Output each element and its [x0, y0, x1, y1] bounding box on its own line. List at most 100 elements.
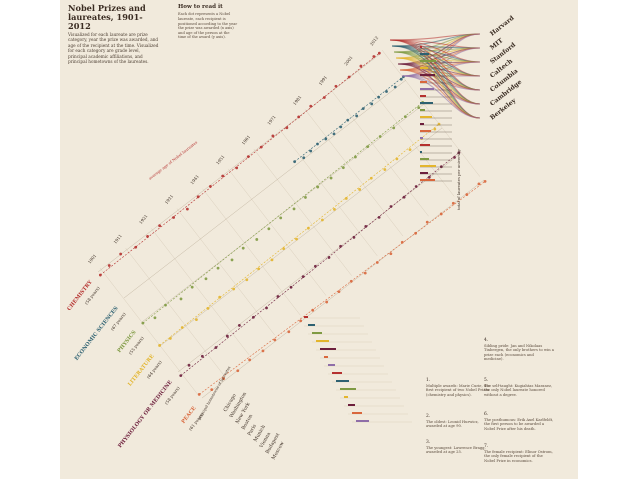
data-point: [216, 266, 220, 270]
grid-line: [253, 148, 352, 276]
note-5-num: 5.: [484, 378, 489, 383]
note-4: 4. Sibling pride: Jan and Nikolaas Tinbe…: [484, 338, 554, 362]
data-point: [333, 207, 336, 211]
data-point: [299, 319, 303, 323]
data-point: [389, 205, 393, 208]
year-tick-label: 2012: [369, 35, 380, 47]
data-point: [414, 185, 418, 188]
band-axis: [97, 53, 381, 273]
data-point: [377, 51, 381, 55]
data-point: [261, 349, 265, 353]
data-point: [329, 176, 333, 180]
university-bar: [420, 109, 425, 111]
data-point: [179, 297, 183, 301]
note-6-num: 6.: [484, 412, 489, 417]
data-point: [325, 300, 329, 304]
data-point: [293, 160, 297, 164]
data-point: [408, 148, 412, 152]
data-point: [251, 315, 255, 319]
data-point: [316, 142, 319, 146]
data-point: [433, 127, 437, 131]
university-bar: [420, 46, 422, 48]
data-point: [107, 264, 111, 267]
note-7-text: The female recipient: Elinor Ostrom, the…: [484, 449, 553, 463]
band-axis: [177, 153, 461, 373]
data-point: [255, 238, 259, 241]
data-point: [259, 145, 263, 149]
data-point: [146, 234, 149, 238]
trend-line: [294, 76, 404, 162]
data-point: [287, 330, 291, 334]
data-point: [180, 326, 184, 329]
data-point: [451, 201, 455, 205]
data-point: [332, 132, 336, 136]
data-point: [316, 185, 320, 189]
hometown-bar: [320, 348, 336, 350]
year-tick-label: 1981: [292, 94, 303, 106]
data-point: [172, 216, 176, 219]
note-3: 3. The youngest: Lawrence Bragg, awarded…: [426, 440, 496, 455]
data-point: [134, 245, 138, 249]
hometown-bar: [312, 332, 322, 334]
data-point: [314, 264, 317, 268]
nobel-chart: 1901 1911 1921 1931 1941 1951 1961 1971 1981 1991…: [66, 14, 523, 461]
data-point: [246, 155, 250, 159]
note-6-text: The posthumous: Erik Axel Karlfeldt, the…: [484, 417, 554, 431]
hometown-bar: [304, 316, 308, 318]
year-tick-label: 1901: [87, 253, 98, 265]
note-2-text: The oldest: Leonid Hurwicz, awarded at a…: [426, 419, 479, 429]
data-point: [439, 212, 443, 216]
data-point: [339, 244, 342, 248]
data-point: [378, 135, 382, 138]
data-point: [354, 155, 357, 159]
data-point: [225, 334, 229, 338]
data-point: [377, 95, 381, 99]
data-point: [453, 155, 456, 159]
avg-age-annotation: average age of Nobel laureates: [148, 140, 199, 181]
data-point: [377, 216, 381, 219]
university-bar: [420, 179, 435, 181]
note-5: 5. The self-taught: Kugiahtas Maranez, t…: [484, 378, 554, 397]
grid-line: [99, 267, 198, 395]
data-point: [158, 224, 162, 228]
data-point: [400, 240, 404, 244]
data-point: [349, 279, 353, 283]
data-point: [347, 75, 351, 79]
data-point: [206, 307, 210, 310]
note-1-text: Multiple awards: Marie Curie, the first …: [426, 383, 490, 397]
note-1: 1. Multiple awards: Marie Curie, the fir…: [426, 378, 496, 397]
university-bar: [420, 67, 428, 69]
university-bar: [420, 144, 430, 146]
data-point: [393, 85, 397, 89]
data-point: [437, 122, 441, 126]
hometown-bar: [328, 364, 335, 366]
data-point: [483, 179, 487, 183]
data-point: [195, 318, 198, 322]
data-point: [204, 277, 208, 281]
hometown-bar: [336, 380, 349, 382]
data-point: [289, 285, 293, 289]
data-point: [311, 308, 315, 312]
data-point: [355, 114, 359, 118]
poster: 1901 1911 1921 1931 1941 1951 1961 1971 1981 1991…: [60, 0, 578, 479]
note-3-text: The youngest: Lawrence Bragg, awarded at…: [426, 445, 486, 455]
right-axis-label: total of laureates per university: [456, 148, 461, 210]
chart-description: Visualized for each laureate are prize c…: [68, 32, 159, 65]
data-point: [477, 182, 481, 186]
data-point: [248, 358, 252, 362]
hometown-bar: [308, 324, 315, 326]
data-point: [403, 115, 407, 119]
data-point: [366, 145, 370, 149]
university-bar: [420, 130, 431, 132]
university-bar: [420, 74, 435, 76]
data-point: [98, 273, 102, 277]
data-point: [346, 118, 350, 122]
data-point: [153, 316, 157, 320]
note-5-text: The self-taught: Kugiahtas Maranez, the …: [484, 383, 553, 397]
university-bar: [420, 165, 436, 167]
hometown-bar: [324, 356, 328, 358]
university-bar: [420, 53, 429, 55]
hometown-bar: [356, 420, 369, 422]
grid-line: [381, 49, 480, 177]
data-point: [465, 193, 469, 196]
